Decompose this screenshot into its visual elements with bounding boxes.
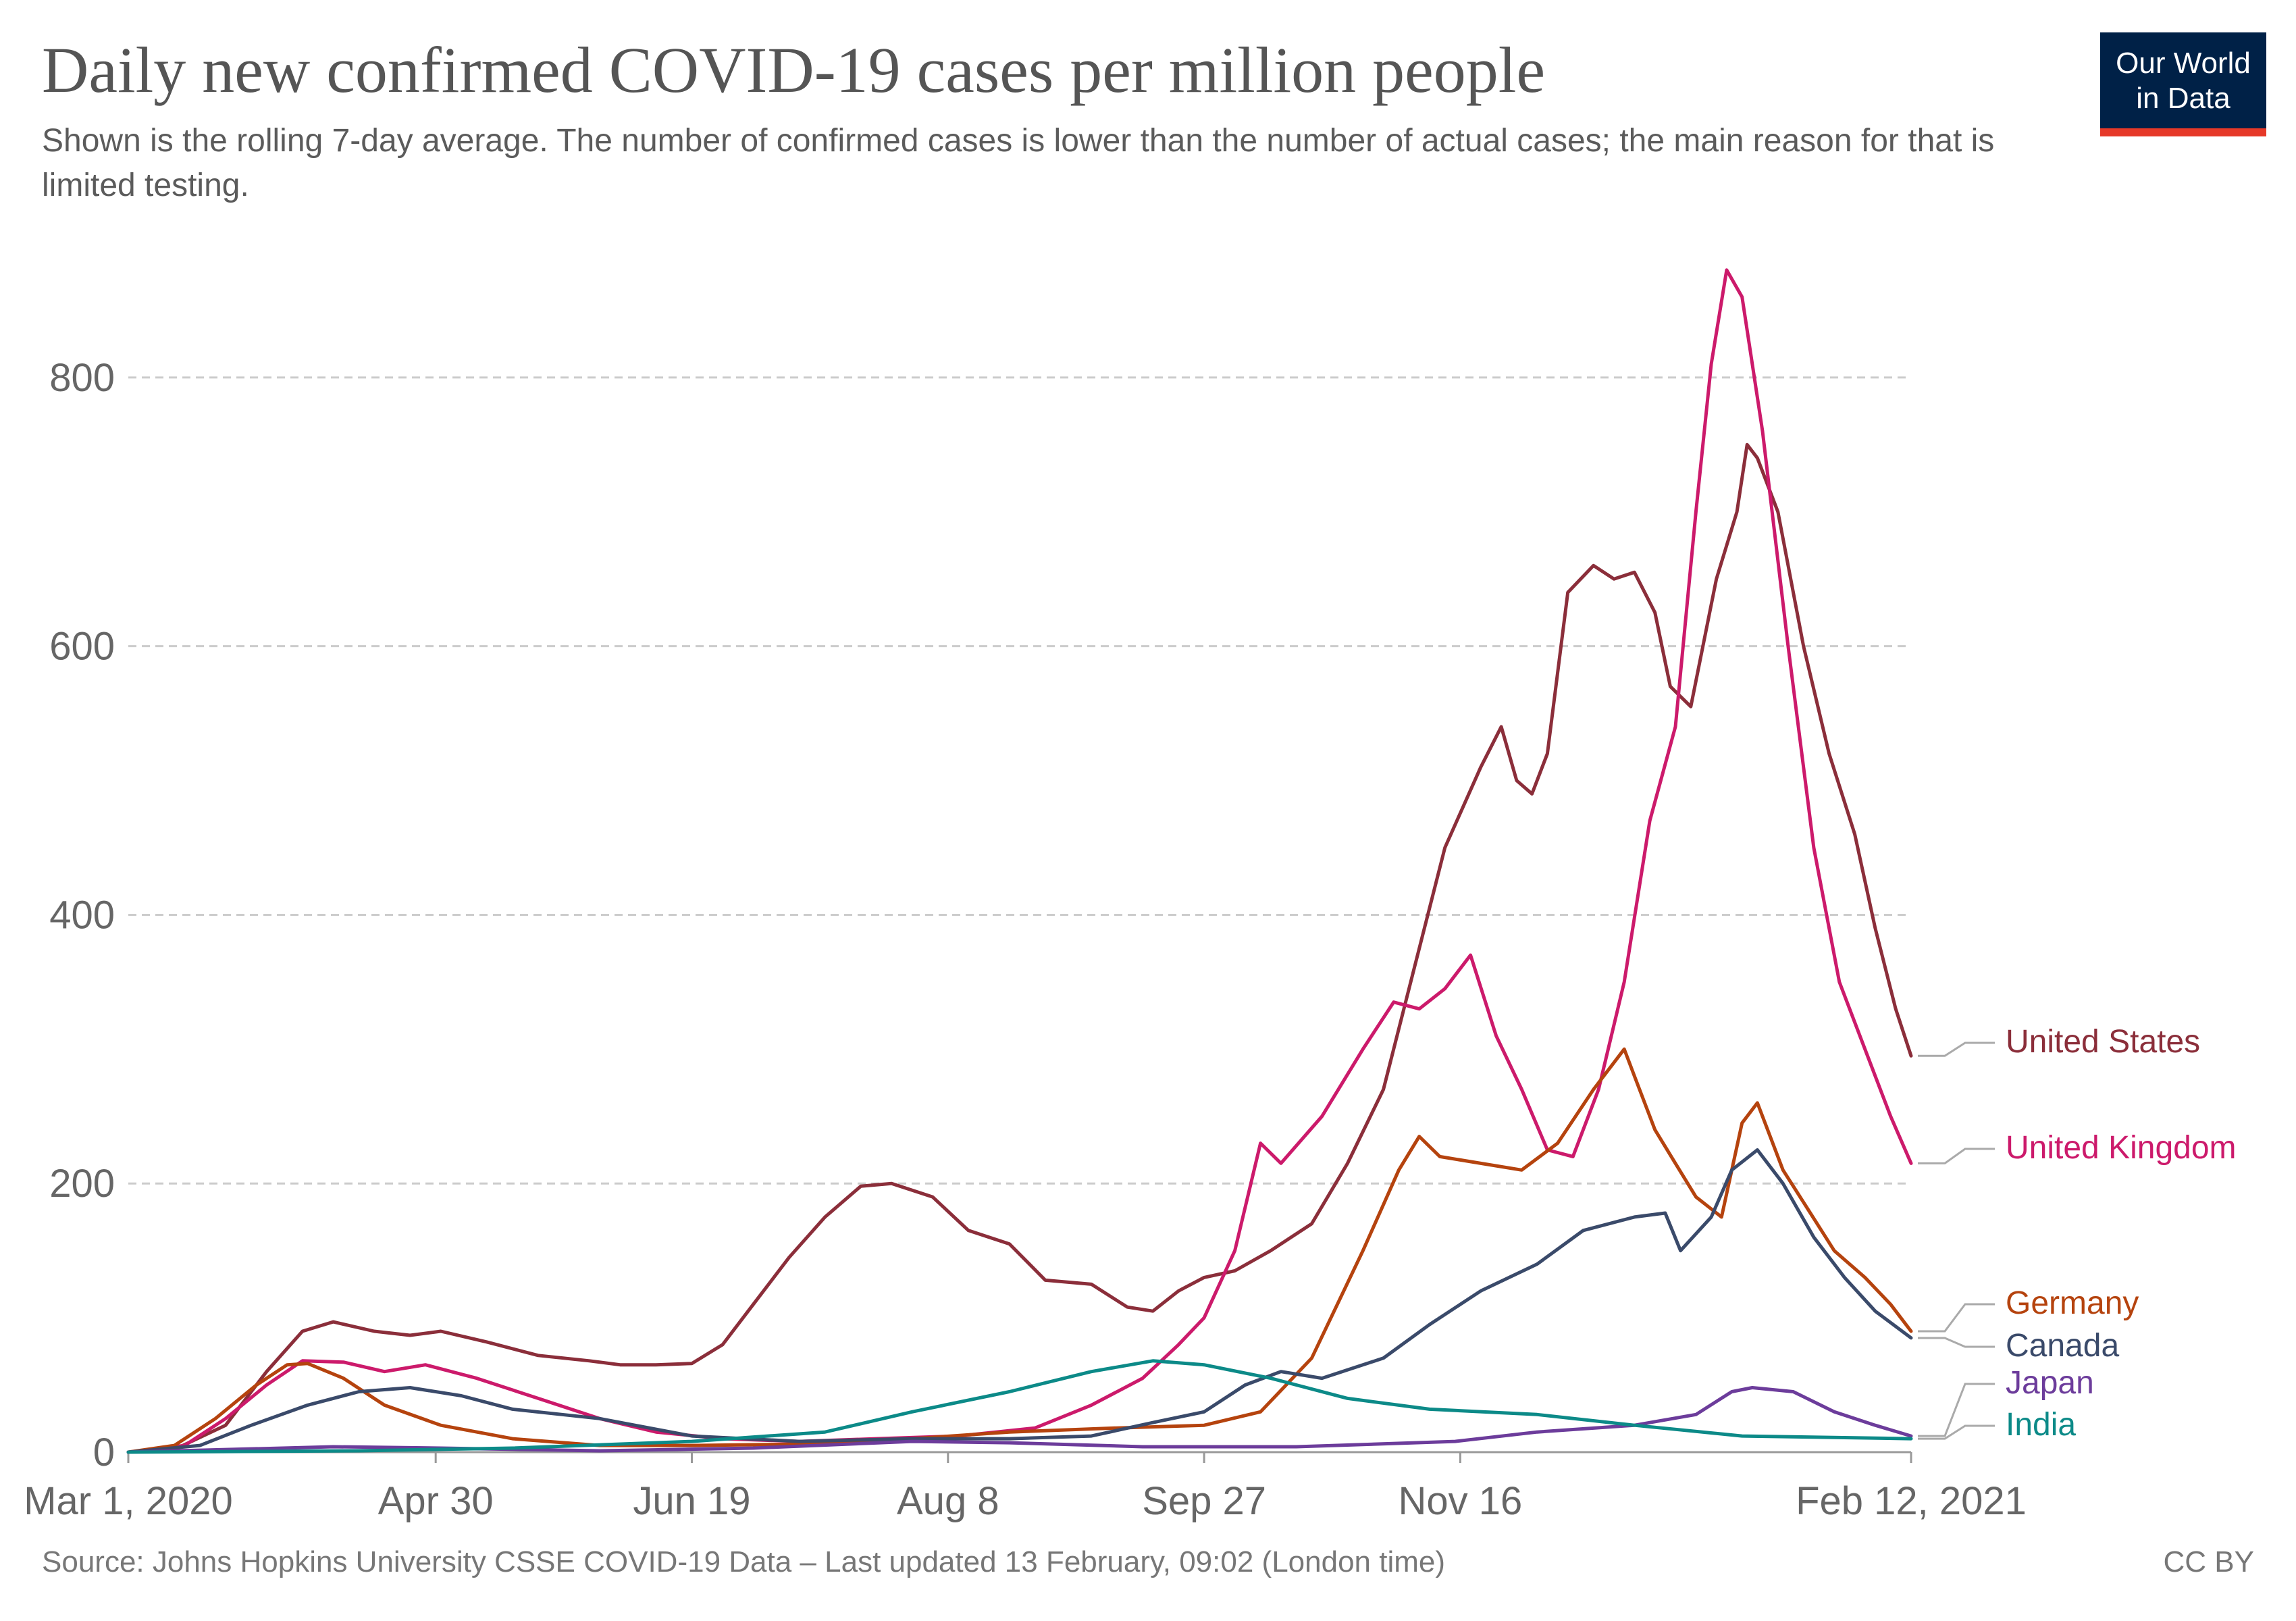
logo-line-2: in Data xyxy=(2136,82,2230,115)
legend-label-united-kingdom: United Kingdom xyxy=(2006,1130,2237,1166)
series-line-canada xyxy=(126,1148,1913,1454)
license-link[interactable]: CC BY xyxy=(2163,1545,2254,1578)
legend-label-india: India xyxy=(2006,1407,2076,1443)
gridlines xyxy=(128,376,1911,1185)
series-line-india xyxy=(126,1359,1913,1454)
y-tick-label: 400 xyxy=(49,893,115,937)
legend-label-japan: Japan xyxy=(2006,1365,2094,1401)
y-tick-label: 800 xyxy=(49,356,115,400)
axes: 0 200 400 600 800 Mar 1, 2020 Apr 30 Jun 19 Aug … xyxy=(24,356,2027,1523)
legend: United States United Kingdom Germany Canada… xyxy=(1918,1024,2237,1443)
series-line-united-states xyxy=(126,442,1913,1454)
x-tick-label: Apr 30 xyxy=(378,1479,494,1523)
x-tick-label: Jun 19 xyxy=(633,1479,750,1523)
x-tick-label: Feb 12, 2021 xyxy=(1796,1479,2027,1523)
legend-label-canada: Canada xyxy=(2006,1328,2119,1364)
series-line-japan xyxy=(126,1386,1913,1454)
y-tick-label: 600 xyxy=(49,625,115,669)
y-tick-label: 200 xyxy=(49,1162,115,1206)
chart-subtitle: Shown is the rolling 7-day average. The … xyxy=(42,123,1995,203)
x-tick-label: Mar 1, 2020 xyxy=(24,1479,233,1523)
logo-line-1: Our World xyxy=(2116,47,2251,80)
legend-connector xyxy=(1918,1383,1995,1437)
legend-connector xyxy=(1918,1337,1995,1348)
legend-label-germany: Germany xyxy=(2006,1285,2139,1321)
x-tick-label: Sep 27 xyxy=(1142,1479,1266,1523)
legend-connector xyxy=(1918,1041,1995,1057)
series-line-germany xyxy=(126,1047,1913,1454)
series-line-united-kingdom xyxy=(126,268,1913,1454)
legend-connector xyxy=(1918,1303,1995,1333)
x-tick-label: Aug 8 xyxy=(897,1479,999,1523)
chart-title: Daily new confirmed COVID-19 cases per m… xyxy=(42,34,1546,106)
series-lines xyxy=(126,268,1913,1454)
owid-logo[interactable]: Our World in Data xyxy=(2100,32,2266,136)
legend-connector xyxy=(1918,1148,1995,1164)
legend-connector xyxy=(1918,1424,1995,1440)
source-note[interactable]: Source: Johns Hopkins University CSSE CO… xyxy=(42,1545,1446,1578)
x-tick-label: Nov 16 xyxy=(1399,1479,1523,1523)
legend-label-united-states: United States xyxy=(2006,1024,2200,1060)
y-tick-label: 0 xyxy=(93,1431,115,1474)
